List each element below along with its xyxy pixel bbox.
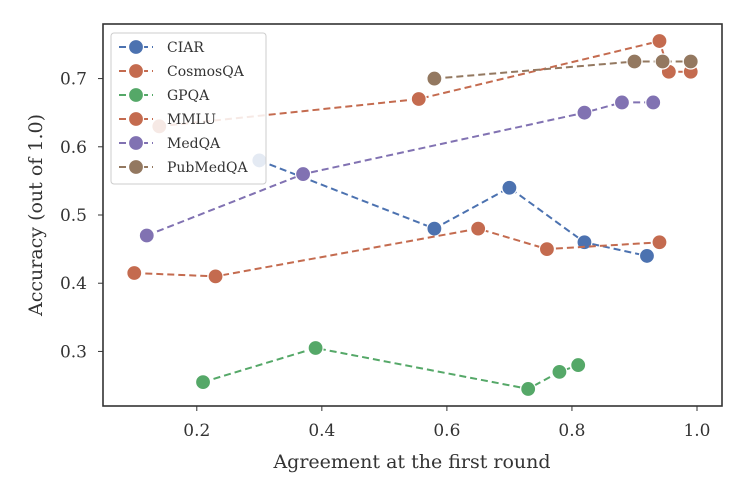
legend-item: CosmosQA	[119, 62, 245, 80]
series-pubmedqa	[426, 53, 699, 87]
data-point	[645, 94, 662, 111]
legend-label: GPQA	[167, 88, 210, 104]
data-point	[654, 53, 671, 70]
data-point	[426, 220, 443, 237]
data-point	[651, 32, 668, 50]
series-line	[258, 159, 648, 257]
legend-label: PubMedQA	[167, 160, 248, 176]
data-point	[138, 227, 155, 244]
legend-item: GPQA	[119, 86, 210, 104]
data-point	[651, 234, 668, 251]
legend-marker	[127, 158, 145, 176]
legend-label: MedQA	[167, 136, 221, 152]
x-tick-label: 0.2	[183, 421, 210, 441]
x-tick-label: 0.6	[433, 421, 460, 441]
x-axis-title: Agreement at the first round	[272, 451, 550, 473]
data-point	[538, 241, 556, 258]
data-point	[207, 268, 224, 285]
data-point	[426, 70, 443, 87]
legend-marker	[127, 86, 145, 104]
series-medqa	[138, 94, 662, 244]
x-tick-label: 0.4	[308, 421, 335, 441]
series-line	[434, 60, 691, 80]
data-point	[570, 356, 587, 374]
legend-label: CosmosQA	[167, 64, 245, 80]
y-tick-label: 0.3	[60, 342, 87, 362]
legend-label: CIAR	[167, 40, 204, 56]
legend-marker	[127, 134, 145, 152]
data-point	[613, 94, 631, 111]
legend-label: MMLU	[167, 112, 216, 128]
data-point	[307, 339, 324, 357]
legend: CIAR CosmosQA GPQA MMLU MedQA PubMedQA	[110, 32, 267, 185]
legend-marker	[127, 110, 145, 128]
series-mmlu	[126, 220, 668, 285]
data-point	[470, 220, 487, 237]
data-point	[294, 165, 312, 183]
legend-marker	[127, 62, 145, 80]
data-point	[551, 363, 568, 380]
series-gpqa	[194, 339, 587, 398]
legend-item: MMLU	[119, 110, 216, 128]
data-point	[576, 234, 593, 251]
data-point	[520, 380, 537, 398]
data-point	[682, 53, 699, 70]
legend-item: MedQA	[119, 134, 221, 152]
data-point	[626, 53, 643, 70]
legend-marker	[127, 38, 145, 56]
y-axis-ticks: 0.3 0.4 0.5 0.6 0.7	[60, 70, 103, 362]
data-point	[194, 374, 212, 391]
legend-item: PubMedQA	[119, 158, 248, 176]
data-point	[501, 179, 518, 196]
y-tick-label: 0.5	[60, 206, 87, 226]
x-axis-ticks: 0.2 0.4 0.6 0.8 1.0	[183, 406, 711, 441]
legend-item: CIAR	[119, 38, 204, 56]
y-tick-label: 0.4	[60, 274, 87, 294]
data-point	[638, 247, 656, 265]
series-line	[134, 227, 660, 278]
data-point	[126, 264, 143, 282]
y-tick-label: 0.7	[60, 70, 87, 90]
data-point	[576, 104, 593, 121]
legend-box	[110, 32, 267, 185]
y-tick-label: 0.6	[60, 138, 87, 158]
y-axis-title: Accuracy (out of 1.0)	[25, 114, 47, 317]
x-tick-label: 1.0	[683, 421, 710, 441]
data-point	[410, 90, 427, 108]
x-tick-label: 0.8	[558, 421, 585, 441]
